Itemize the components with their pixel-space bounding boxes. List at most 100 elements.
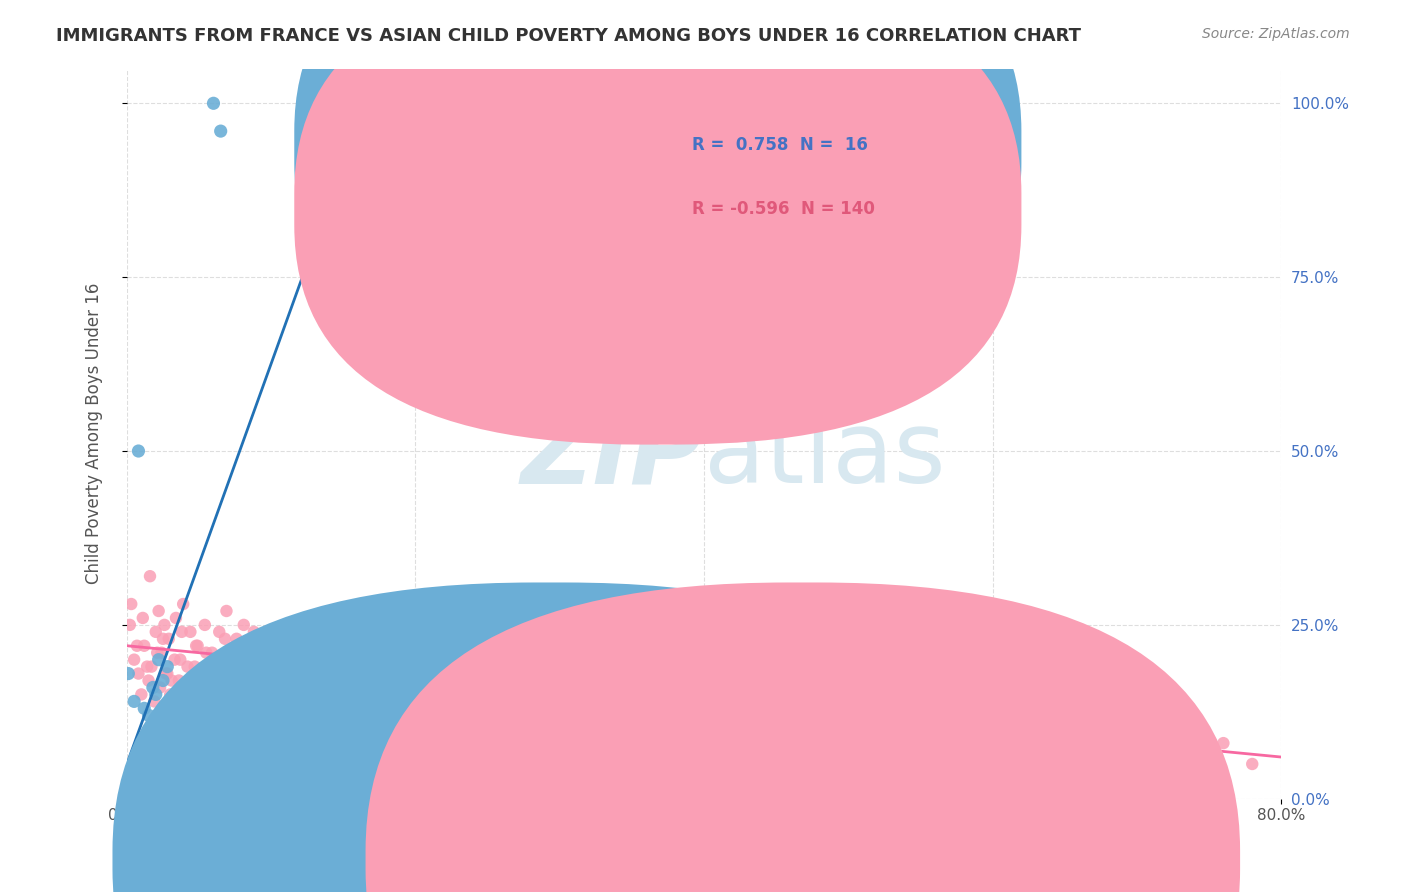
Point <box>382 632 405 646</box>
Point <box>167 673 190 688</box>
Point <box>339 688 361 702</box>
Point <box>250 659 273 673</box>
Point <box>201 646 224 660</box>
Point <box>491 701 513 715</box>
Point <box>311 653 333 667</box>
Point <box>207 653 229 667</box>
Point <box>142 681 165 695</box>
Point <box>145 624 167 639</box>
Point <box>1039 723 1062 737</box>
Point <box>159 688 181 702</box>
Point <box>257 639 280 653</box>
Point <box>267 688 290 702</box>
Point <box>170 624 193 639</box>
Point <box>194 618 217 632</box>
Point <box>693 688 716 702</box>
Point <box>636 681 658 695</box>
Text: Source: ZipAtlas.com: Source: ZipAtlas.com <box>1202 27 1350 41</box>
Point <box>620 723 643 737</box>
Point <box>200 673 222 688</box>
Point <box>332 117 354 131</box>
Point <box>152 632 174 646</box>
Point <box>139 569 162 583</box>
Point <box>1097 701 1119 715</box>
Point <box>243 624 266 639</box>
Point <box>118 618 141 632</box>
Point <box>157 632 180 646</box>
Point <box>315 673 337 688</box>
Point <box>125 639 148 653</box>
Text: Immigrants from France: Immigrants from France <box>569 853 754 867</box>
Point <box>346 646 368 660</box>
Point <box>188 666 211 681</box>
Point <box>274 673 297 688</box>
Point <box>375 681 398 695</box>
Point <box>318 701 340 715</box>
Point <box>205 666 228 681</box>
Point <box>162 701 184 715</box>
Point <box>172 597 194 611</box>
Point <box>156 666 179 681</box>
Text: atlas: atlas <box>704 407 946 504</box>
Text: IMMIGRANTS FROM FRANCE VS ASIAN CHILD POVERTY AMONG BOYS UNDER 16 CORRELATION CH: IMMIGRANTS FROM FRANCE VS ASIAN CHILD PO… <box>56 27 1081 45</box>
Point <box>153 618 176 632</box>
Point <box>1069 743 1091 757</box>
Point <box>202 96 225 111</box>
Point <box>122 653 145 667</box>
Point <box>520 681 543 695</box>
Point <box>981 736 1004 750</box>
Point <box>232 618 254 632</box>
Point <box>389 708 412 723</box>
Point <box>131 688 153 702</box>
Point <box>325 681 347 695</box>
Point <box>252 653 274 667</box>
Point <box>228 666 250 681</box>
Point <box>127 666 149 681</box>
Point <box>285 681 308 695</box>
Point <box>186 639 208 653</box>
Point <box>138 673 160 688</box>
FancyBboxPatch shape <box>617 138 941 259</box>
Point <box>148 653 170 667</box>
Point <box>179 624 201 639</box>
Point <box>606 694 628 708</box>
Point <box>952 715 974 730</box>
Point <box>256 688 278 702</box>
Point <box>866 701 889 715</box>
Point <box>209 681 232 695</box>
Point <box>592 673 614 688</box>
Point <box>127 444 149 458</box>
Point <box>329 639 352 653</box>
Point <box>1212 736 1234 750</box>
Point <box>779 694 801 708</box>
Point <box>562 688 585 702</box>
Point <box>246 701 269 715</box>
Point <box>463 653 485 667</box>
Point <box>253 681 276 695</box>
Point <box>894 729 917 743</box>
Point <box>477 673 499 688</box>
FancyBboxPatch shape <box>294 0 1021 444</box>
Text: R =  0.758  N =  16: R = 0.758 N = 16 <box>693 136 869 154</box>
Point <box>217 659 239 673</box>
Point <box>183 659 205 673</box>
Point <box>187 639 209 653</box>
Point <box>193 688 215 702</box>
Point <box>238 673 260 688</box>
Point <box>169 653 191 667</box>
FancyBboxPatch shape <box>294 0 1021 383</box>
Point <box>132 611 155 625</box>
Text: ZIP: ZIP <box>522 407 704 504</box>
Point <box>229 666 252 681</box>
Point <box>149 681 172 695</box>
Point <box>136 659 159 673</box>
Point <box>242 639 264 653</box>
Point <box>134 639 156 653</box>
Point <box>134 701 156 715</box>
Point <box>141 659 163 673</box>
Point <box>146 646 169 660</box>
Point <box>368 653 391 667</box>
Point <box>117 666 139 681</box>
Point <box>231 694 253 708</box>
Point <box>209 124 232 138</box>
